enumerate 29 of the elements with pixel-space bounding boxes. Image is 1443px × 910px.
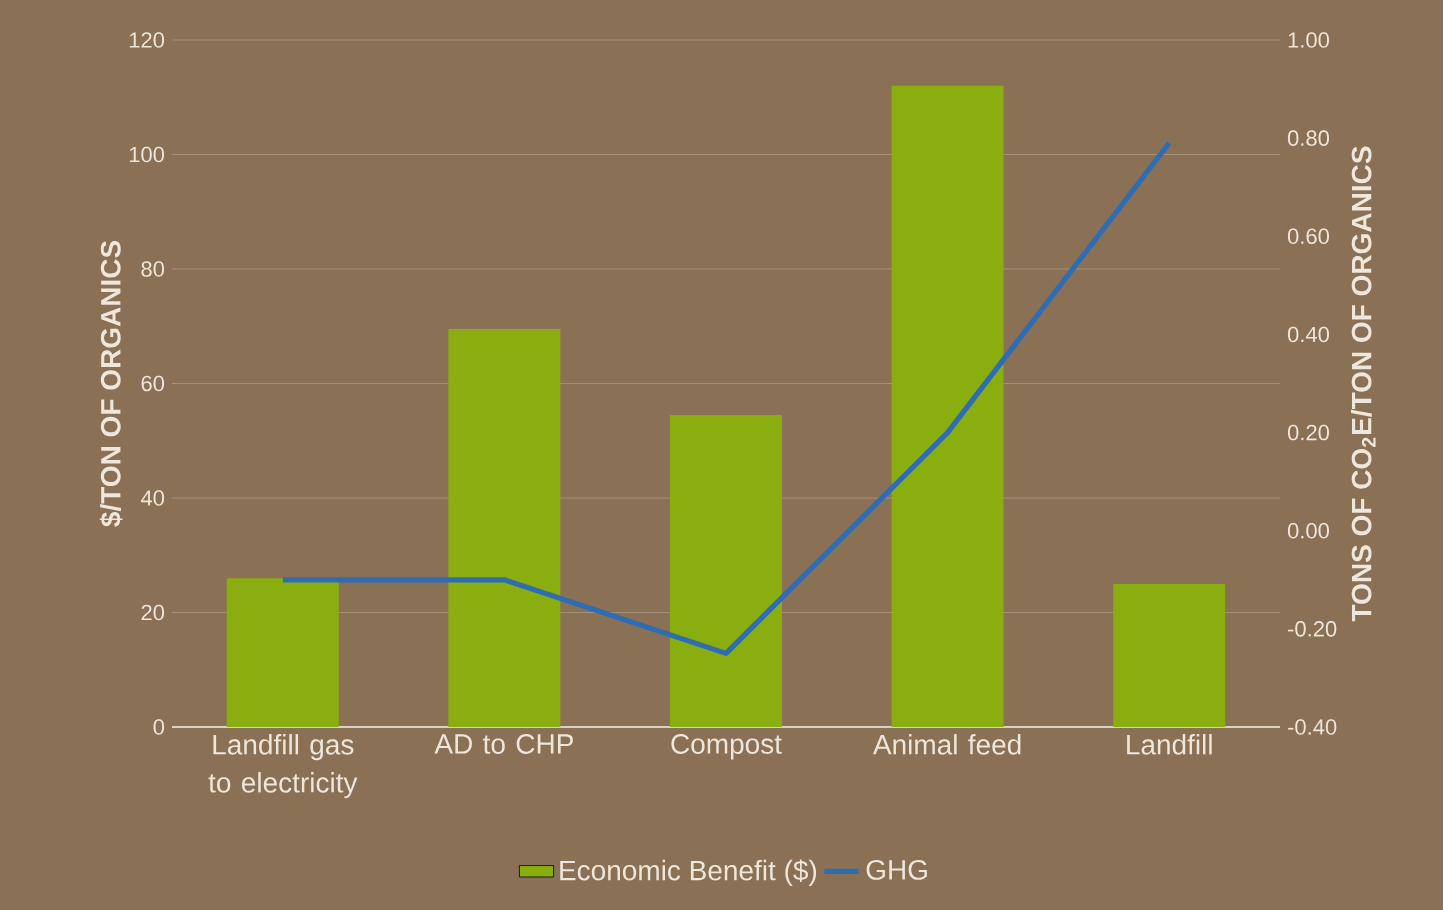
- y2-tick-label: 0.80: [1287, 130, 1330, 146]
- y2-tick-label: -0.40: [1288, 719, 1337, 735]
- y-tick-label: 80: [141, 261, 165, 277]
- y-tick-label: 120: [129, 32, 165, 48]
- bar: [1113, 583, 1226, 727]
- y-tick-label: 60: [141, 375, 165, 392]
- y2-tick-label: 0.40: [1287, 326, 1330, 343]
- x-tick-label: AD to CHP: [434, 734, 573, 754]
- bar: [670, 414, 782, 727]
- bar: [226, 578, 339, 727]
- x-tick-label: Landfill gas to electricity: [208, 734, 358, 799]
- y2-tick-label: 1.00: [1288, 32, 1330, 48]
- y-tick-label: 40: [140, 490, 165, 506]
- legend-label: GHG: [866, 859, 927, 880]
- y2-tick-label: -0.20: [1288, 621, 1337, 637]
- x-tick-label: Animal feed: [872, 734, 1021, 755]
- y-axis-title: $/TON OF ORGANICS: [99, 240, 123, 527]
- y2-tick-label: 0.60: [1287, 228, 1330, 245]
- x-tick-label: Landfill: [1127, 734, 1212, 755]
- y-tick-label: 0: [153, 719, 165, 735]
- x-tick-label: Compost: [671, 734, 782, 760]
- bar: [448, 329, 561, 727]
- y2-tick-label: 0.20: [1287, 424, 1330, 441]
- y-tick-label: 100: [129, 146, 165, 163]
- bar: [891, 85, 1004, 727]
- legend-label: Economic Benefit ($): [560, 859, 817, 886]
- y2-tick-label: 0.00: [1287, 522, 1330, 539]
- y-tick-label: 20: [141, 604, 165, 621]
- y2-axis-title: TONS OF CO$_{2}$E/TON OF ORGANICS: [1350, 146, 1376, 622]
